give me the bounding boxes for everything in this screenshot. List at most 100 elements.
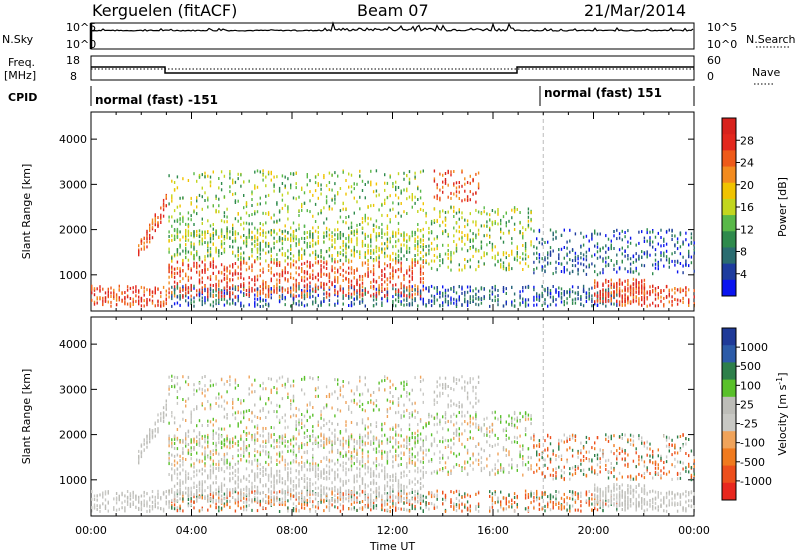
data-cell <box>243 447 245 451</box>
data-cell <box>218 282 220 286</box>
data-cell <box>185 442 187 446</box>
data-cell <box>397 294 400 298</box>
data-cell <box>519 261 521 265</box>
data-cell <box>544 264 546 268</box>
data-cell <box>364 216 366 220</box>
data-cell <box>461 247 463 251</box>
data-cell <box>306 303 308 307</box>
data-cell <box>320 269 322 273</box>
data-cell <box>196 492 198 496</box>
data-cell <box>632 277 635 281</box>
data-cell <box>618 294 621 298</box>
data-cell <box>350 240 353 244</box>
data-cell <box>328 233 331 237</box>
data-cell <box>339 233 342 237</box>
data-cell <box>220 482 223 486</box>
data-cell <box>372 203 375 207</box>
data-cell <box>212 293 214 297</box>
data-cell <box>165 196 167 200</box>
data-cell <box>215 451 217 455</box>
data-cell <box>450 268 452 272</box>
data-cell <box>201 486 203 490</box>
data-cell <box>469 297 471 301</box>
data-cell <box>364 236 366 240</box>
data-cell <box>223 220 226 224</box>
data-cell <box>453 289 455 293</box>
data-cell <box>179 245 181 249</box>
data-cell <box>395 256 397 260</box>
data-cell <box>201 489 203 493</box>
data-cell <box>538 241 541 245</box>
data-cell <box>151 434 154 438</box>
data-cell <box>414 284 416 288</box>
data-cell <box>229 446 231 450</box>
data-cell <box>110 295 112 298</box>
data-cell <box>207 455 209 459</box>
data-cell <box>361 275 364 278</box>
data-cell <box>262 387 264 391</box>
data-cell <box>400 243 402 247</box>
data-cell <box>243 413 245 417</box>
data-cell <box>491 248 494 252</box>
data-cell <box>223 268 226 272</box>
data-cell <box>574 251 577 255</box>
data-cell <box>453 215 455 218</box>
data-cell <box>489 228 491 232</box>
data-cell <box>232 455 234 458</box>
data-cell <box>234 498 237 502</box>
data-cell <box>278 186 281 190</box>
data-cell <box>395 259 397 263</box>
data-cell <box>259 296 261 300</box>
data-cell <box>237 470 239 474</box>
data-cell <box>359 295 361 299</box>
data-cell <box>430 230 433 234</box>
data-cell <box>262 449 264 453</box>
data-cell <box>245 504 248 508</box>
data-cell <box>652 245 654 249</box>
data-cell <box>115 496 118 500</box>
data-cell <box>132 495 134 499</box>
data-cell <box>309 285 311 289</box>
data-cell <box>361 263 364 267</box>
data-cell <box>331 283 333 287</box>
data-cell <box>455 302 458 306</box>
data-cell <box>386 181 389 185</box>
data-cell <box>348 266 350 270</box>
data-cell <box>654 297 657 301</box>
data-cell <box>447 171 449 175</box>
data-cell <box>654 258 657 262</box>
data-cell <box>248 234 250 238</box>
data-cell <box>671 238 673 241</box>
data-cell <box>439 253 441 256</box>
data-cell <box>422 265 424 269</box>
data-cell <box>654 266 657 270</box>
data-cell <box>370 204 372 208</box>
data-cell <box>618 282 621 286</box>
data-cell <box>428 231 430 235</box>
data-cell <box>314 296 317 300</box>
data-cell <box>422 260 424 264</box>
data-cell <box>185 437 187 441</box>
data-cell <box>182 375 184 379</box>
data-cell <box>417 210 419 213</box>
data-cell <box>270 271 272 275</box>
data-cell <box>475 208 477 212</box>
data-cell <box>107 300 109 304</box>
data-cell <box>397 196 400 200</box>
data-cell <box>602 300 604 303</box>
data-cell <box>408 295 411 299</box>
data-cell <box>259 502 261 506</box>
data-cell <box>223 276 226 280</box>
data-cell <box>381 247 383 251</box>
data-cell <box>433 169 436 173</box>
data-cell <box>281 206 284 210</box>
data-cell <box>348 291 350 295</box>
data-cell <box>433 179 436 183</box>
data-cell <box>594 286 596 289</box>
data-cell <box>359 289 361 293</box>
data-cell <box>580 251 582 255</box>
data-cell <box>212 300 214 304</box>
data-cell <box>544 258 546 262</box>
data-cell <box>284 186 286 190</box>
data-cell <box>428 237 430 241</box>
